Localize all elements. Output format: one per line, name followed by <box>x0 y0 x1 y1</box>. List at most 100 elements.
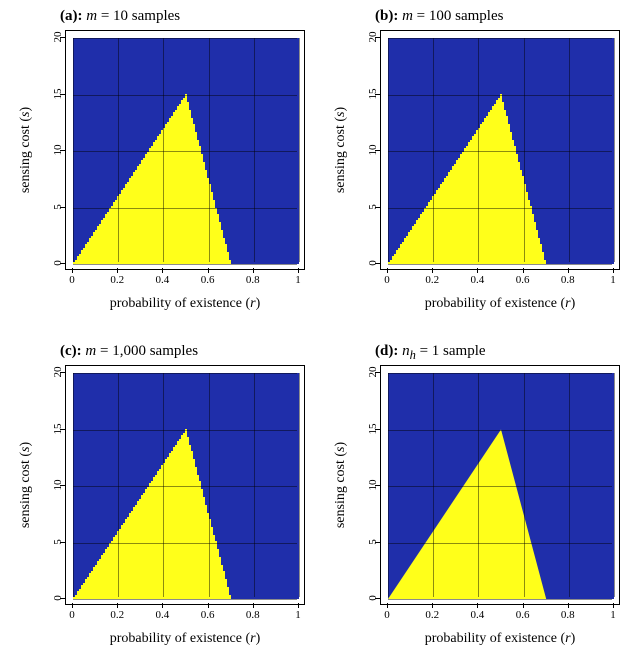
plot-area <box>73 373 297 597</box>
gridline-h <box>388 599 612 600</box>
gridline-h <box>388 543 612 544</box>
xtick-mark <box>477 603 478 608</box>
xtick-mark <box>253 603 254 608</box>
xtick-label: 0.8 <box>246 274 260 286</box>
gridline-v <box>73 38 74 262</box>
ytick-label: 5 <box>52 532 64 552</box>
gridline-h <box>73 486 297 487</box>
gridline-h <box>388 430 612 431</box>
xtick-mark <box>432 268 433 273</box>
ytick-label: 20 <box>52 27 64 47</box>
xtick-mark <box>568 268 569 273</box>
xtick-label: 0 <box>69 274 75 286</box>
gridline-v <box>433 38 434 262</box>
xtick-mark <box>568 603 569 608</box>
ylabel-suffix: ) <box>333 107 348 112</box>
gridline-h <box>388 38 612 39</box>
ytick-label: 0 <box>52 253 64 273</box>
xtick-mark <box>253 268 254 273</box>
panels-grid: (a): m = 10 samples00.20.40.60.810510152… <box>10 8 630 663</box>
y-axis-label: sensing cost (s) <box>16 365 36 605</box>
title-text: = 10 samples <box>97 8 180 24</box>
ytick-label: 0 <box>367 588 379 608</box>
xtick-label: 0.4 <box>471 274 485 286</box>
y-axis-label: sensing cost (s) <box>331 365 351 605</box>
xlabel-suffix: ) <box>571 631 576 646</box>
xtick-label: 0.8 <box>561 609 575 621</box>
xtick-mark <box>523 603 524 608</box>
x-axis-label: probability of existence (r) <box>380 631 620 647</box>
gridline-h <box>73 38 297 39</box>
gridline-v <box>163 373 164 597</box>
xtick-label: 1 <box>295 609 301 621</box>
xtick-label: 0.6 <box>201 609 215 621</box>
xtick-mark <box>72 268 73 273</box>
xlabel-text: probability of existence ( <box>425 631 565 646</box>
ylabel-var: s <box>333 112 348 117</box>
xtick-mark <box>72 603 73 608</box>
xtick-mark <box>298 603 299 608</box>
x-axis-label: probability of existence (r) <box>380 296 620 312</box>
y-axis-label: sensing cost (s) <box>16 30 36 270</box>
plot-area <box>73 38 297 262</box>
gridline-v <box>388 38 389 262</box>
xtick-mark <box>298 268 299 273</box>
panel-b: (b): m = 100 samples00.20.40.60.81051015… <box>325 8 630 328</box>
xtick-label: 0.2 <box>425 274 439 286</box>
xtick-label: 0.8 <box>246 609 260 621</box>
panel-label: (d): <box>375 343 398 359</box>
gridline-h <box>73 151 297 152</box>
xlabel-suffix: ) <box>571 296 576 311</box>
xlabel-text: probability of existence ( <box>110 631 250 646</box>
gridline-v <box>478 373 479 597</box>
xtick-mark <box>162 268 163 273</box>
ylabel-suffix: ) <box>18 442 33 447</box>
ytick-label: 10 <box>367 140 379 160</box>
panel-title-b: (b): m = 100 samples <box>375 8 503 25</box>
xlabel-suffix: ) <box>256 296 261 311</box>
ytick-label: 15 <box>52 419 64 439</box>
ytick-label: 10 <box>52 140 64 160</box>
ytick-label: 5 <box>52 197 64 217</box>
gridline-h <box>388 208 612 209</box>
plot-area <box>388 373 612 597</box>
xlabel-suffix: ) <box>256 631 261 646</box>
ylabel-var: s <box>18 112 33 117</box>
panel-title-d: (d): nh = 1 sample <box>375 343 486 363</box>
ytick-label: 20 <box>52 362 64 382</box>
ylabel-suffix: ) <box>333 442 348 447</box>
plot-area <box>388 38 612 262</box>
panel-label: (b): <box>375 8 398 24</box>
panel-label: (c): <box>60 343 82 359</box>
gridline-v <box>118 38 119 262</box>
title-text: = 1,000 samples <box>96 343 198 359</box>
plot-frame <box>65 365 305 605</box>
gridline-h <box>73 264 297 265</box>
gridline-v <box>388 373 389 597</box>
gridline-v <box>478 38 479 262</box>
gridline-v <box>433 373 434 597</box>
xtick-label: 0 <box>384 609 390 621</box>
xtick-label: 0.6 <box>516 609 530 621</box>
xtick-label: 1 <box>610 609 616 621</box>
xtick-label: 0.6 <box>516 274 530 286</box>
xtick-mark <box>387 603 388 608</box>
xtick-mark <box>613 268 614 273</box>
xtick-mark <box>523 268 524 273</box>
gridline-h <box>73 95 297 96</box>
xtick-label: 1 <box>610 274 616 286</box>
gridline-h <box>388 264 612 265</box>
panel-d: (d): nh = 1 sample00.20.40.60.8105101520… <box>325 343 630 663</box>
gridline-v <box>254 373 255 597</box>
xtick-mark <box>117 268 118 273</box>
xtick-label: 0 <box>384 274 390 286</box>
ylabel-text: sensing cost ( <box>18 117 33 193</box>
xtick-label: 0.4 <box>156 274 170 286</box>
y-axis-label: sensing cost (s) <box>331 30 351 270</box>
ytick-label: 5 <box>367 532 379 552</box>
xtick-label: 0.4 <box>156 609 170 621</box>
xtick-label: 1 <box>295 274 301 286</box>
ylabel-var: s <box>18 447 33 452</box>
xtick-mark <box>208 268 209 273</box>
gridline-h <box>388 486 612 487</box>
